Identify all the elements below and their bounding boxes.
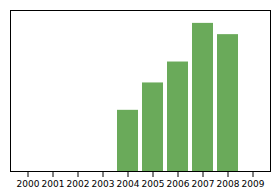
svg-text:2007: 2007 xyxy=(192,179,215,189)
svg-text:2005: 2005 xyxy=(142,179,165,189)
svg-text:2002: 2002 xyxy=(67,179,90,189)
svg-text:2006: 2006 xyxy=(167,179,190,189)
svg-text:2000: 2000 xyxy=(17,179,40,189)
svg-text:2009: 2009 xyxy=(242,179,265,189)
svg-text:2003: 2003 xyxy=(92,179,115,189)
svg-text:2001: 2001 xyxy=(42,179,65,189)
svg-text:2004: 2004 xyxy=(117,179,140,189)
svg-text:2008: 2008 xyxy=(217,179,240,189)
